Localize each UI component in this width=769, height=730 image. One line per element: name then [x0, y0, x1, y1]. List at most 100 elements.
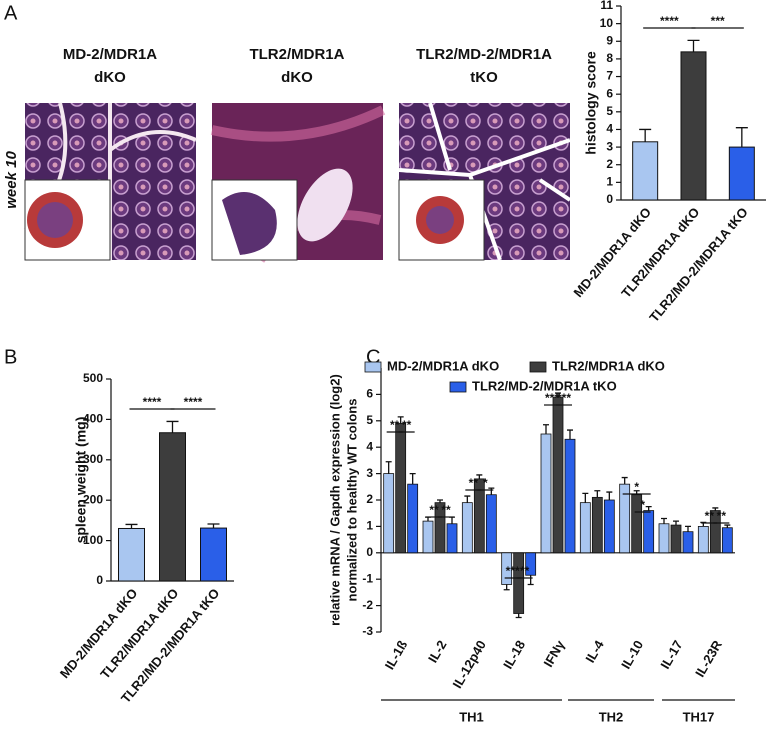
- significance-label: **: [469, 476, 479, 490]
- significance-label: ****: [184, 395, 203, 409]
- bar: [658, 523, 670, 554]
- x-tick-label: IL-1ß: [382, 638, 411, 672]
- error-bar: [166, 420, 179, 433]
- bar: [728, 146, 755, 201]
- bar: [632, 141, 659, 201]
- y-tick-label: 3: [606, 139, 613, 153]
- y-tick-label: 6: [366, 387, 373, 401]
- bar: [579, 502, 591, 554]
- y-tick-label: -1: [362, 571, 373, 585]
- x-tick-label: IL-2: [425, 638, 450, 666]
- y-axis-label: normalized to healthy WT colons: [344, 399, 359, 602]
- significance-label: ***: [557, 391, 571, 405]
- y-tick-label: 8: [606, 51, 613, 65]
- y-tick-label: 400: [83, 412, 103, 426]
- legend-swatch: [364, 361, 382, 373]
- error-bar: [503, 584, 510, 591]
- bar: [564, 438, 576, 554]
- x-tick-label: IFNγ: [540, 637, 567, 670]
- error-bar: [437, 499, 443, 503]
- micrograph: [23, 102, 197, 261]
- error-bar: [673, 520, 679, 526]
- error-bar: [712, 507, 719, 511]
- micrograph-title: dKO: [94, 69, 126, 86]
- bar: [159, 432, 186, 582]
- legend-label: MD-2/MDR1A dKO: [387, 358, 499, 373]
- error-bar: [207, 523, 220, 529]
- y-tick-label: 200: [83, 492, 103, 506]
- significance-label: *: [483, 476, 488, 490]
- error-bar: [724, 524, 731, 528]
- error-bar: [397, 416, 404, 424]
- y-tick-label: 2: [366, 492, 373, 506]
- panel-label: A: [4, 2, 18, 24]
- y-tick-label: 1: [366, 519, 373, 533]
- group-label: TH1: [459, 709, 484, 724]
- error-bar: [476, 474, 483, 479]
- legend-label: TLR2/MDR1A dKO: [552, 358, 665, 373]
- bar: [422, 520, 434, 554]
- legend-swatch: [449, 381, 467, 393]
- significance-label: ***: [545, 391, 559, 405]
- y-tick-label: 9: [606, 33, 613, 47]
- significance-label: **: [390, 418, 400, 432]
- y-axis-label: spleen weight (mg): [73, 417, 89, 544]
- error-bar: [488, 487, 495, 495]
- significance-label: **: [441, 503, 451, 517]
- micrograph: [398, 102, 572, 261]
- error-bar: [582, 492, 589, 503]
- y-tick-label: -3: [362, 624, 373, 638]
- panel-label: B: [4, 346, 17, 368]
- y-axis-label: relative mRNA / Gapdh expression (log2): [327, 374, 342, 626]
- y-axis-label: histology score: [583, 51, 599, 155]
- y-tick-label: 7: [606, 69, 613, 83]
- error-bar: [639, 128, 652, 142]
- significance-label: *: [640, 498, 645, 512]
- significance-label: ****: [143, 395, 162, 409]
- y-tick-label: 0: [366, 545, 373, 559]
- y-tick-label: 4: [606, 122, 613, 136]
- micrograph-title: TLR2/MD-2/MDR1A: [416, 46, 552, 63]
- y-tick-label: 2: [606, 157, 613, 171]
- x-tick-label: IL-4: [582, 637, 607, 665]
- significance-label: **: [402, 418, 412, 432]
- x-tick-label: IL-12p40: [450, 638, 489, 691]
- y-tick-label: 0: [96, 573, 103, 587]
- y-tick-label: 0: [606, 192, 613, 206]
- bar: [670, 524, 682, 554]
- error-bar: [464, 495, 471, 503]
- x-tick-label: IL-18: [500, 638, 528, 672]
- bar: [200, 527, 227, 582]
- error-bar: [606, 491, 613, 500]
- error-bar: [687, 39, 700, 52]
- x-tick-label: MD-2/MDR1A dKO: [57, 585, 141, 681]
- significance-label: **: [429, 503, 439, 517]
- bar: [721, 527, 733, 554]
- error-bar: [527, 575, 534, 586]
- x-tick-label: TLR2/MDR1A dKO: [97, 585, 181, 681]
- bar: [461, 502, 473, 554]
- x-tick-label: IL-17: [657, 638, 685, 672]
- error-bar: [645, 505, 652, 511]
- error-bar: [555, 392, 561, 398]
- significance-label: *: [634, 480, 639, 494]
- legend-label: TLR2/MD-2/MDR1A tKO: [472, 378, 617, 393]
- significance-label: **: [520, 564, 530, 578]
- y-tick-label: 6: [606, 86, 613, 100]
- error-bar: [567, 429, 573, 440]
- y-tick-label: 10: [600, 16, 614, 30]
- y-tick-label: 100: [83, 533, 103, 547]
- error-bar: [594, 490, 601, 498]
- legend-swatch: [529, 361, 547, 373]
- error-bar: [125, 523, 138, 529]
- y-tick-label: 4: [366, 439, 373, 453]
- micrograph-title: MD-2/MDR1A: [63, 46, 157, 63]
- bar: [680, 51, 707, 201]
- y-tick-label: 5: [366, 413, 373, 427]
- x-tick-label: IL-23R: [692, 637, 725, 679]
- error-bar: [735, 127, 748, 148]
- error-bar: [409, 472, 416, 485]
- bar: [485, 494, 497, 554]
- bar: [643, 510, 655, 554]
